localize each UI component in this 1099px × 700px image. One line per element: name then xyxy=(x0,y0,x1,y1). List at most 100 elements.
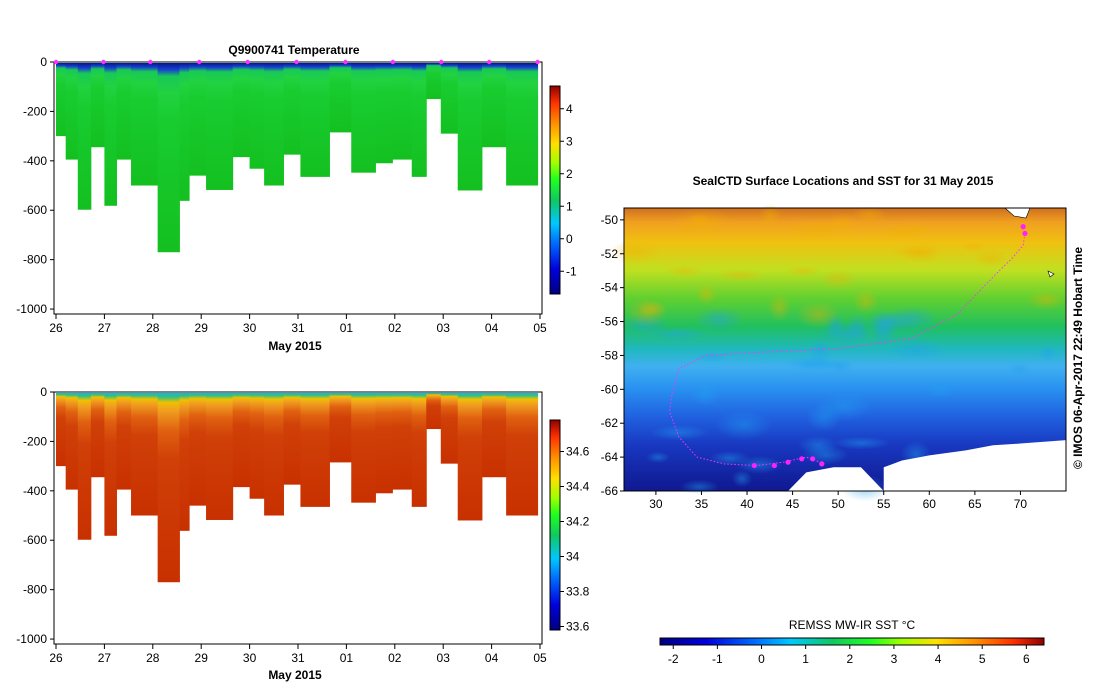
sst-texture-patch xyxy=(686,213,711,224)
x-tick-label: 30 xyxy=(243,651,257,665)
sst-texture-patch xyxy=(959,241,988,252)
colorbar-tick-label: 34.6 xyxy=(566,445,590,459)
sst-texture-patch xyxy=(714,410,773,440)
x-tick-label: 03 xyxy=(437,651,451,665)
longitude-tick-label: 60 xyxy=(923,497,937,511)
y-tick-label: -200 xyxy=(23,434,47,448)
profile-column xyxy=(392,393,413,490)
profile-marker xyxy=(197,59,202,65)
profile-column xyxy=(411,393,427,507)
temperature-panel: Q9900741 Temperature 0 -200 -400 -600 -800 -1… xyxy=(16,43,577,353)
sst-texture-patch xyxy=(851,206,887,224)
profile-column xyxy=(56,393,67,467)
x-tick-label: 01 xyxy=(340,321,354,335)
colorbar-tick-label: 2 xyxy=(566,167,573,181)
profile-column xyxy=(375,63,393,164)
profile-column xyxy=(189,63,207,176)
latitude-tick-label: -60 xyxy=(601,382,619,396)
colorbar-tick-label: 0 xyxy=(566,232,573,246)
x-tick-label: 31 xyxy=(291,321,305,335)
sst-texture-patch xyxy=(787,218,850,240)
x-tick-label: 01 xyxy=(340,651,354,665)
profile-column xyxy=(65,63,79,160)
sst-colorbar-label: REMSS MW-IR SST °C xyxy=(789,618,916,632)
temperature-profile-markers xyxy=(53,59,540,65)
sst-map-panel: SealCTD Surface Locations and SST for 31… xyxy=(601,174,1085,666)
longitude-tick-label: 50 xyxy=(831,497,845,511)
colorbar-tick-label: 33.8 xyxy=(566,585,590,599)
sst-texture-patch xyxy=(819,268,858,290)
seal-location-point xyxy=(1020,224,1026,230)
sst-colorbar-tick-label: 4 xyxy=(935,652,942,666)
sst-map-frame xyxy=(623,207,1067,492)
temperature-colorbar-ticks: 4 3 2 1 0 -1 xyxy=(560,102,577,278)
temperature-title: Q9900741 Temperature xyxy=(228,43,360,57)
temperature-x-label: May 2015 xyxy=(268,339,322,353)
sst-texture-patch xyxy=(695,352,730,363)
sst-colorbar-tick-label: 1 xyxy=(802,652,809,666)
salinity-x-label: May 2015 xyxy=(268,668,322,682)
profile-column xyxy=(351,393,376,503)
seal-location-point xyxy=(785,459,791,465)
seal-location-point xyxy=(771,462,777,469)
sst-texture-patch xyxy=(690,381,721,407)
seal-track xyxy=(669,224,1028,469)
y-tick-label: -400 xyxy=(23,484,47,498)
sst-texture-patch xyxy=(880,226,919,239)
colorbar-tick-label: 3 xyxy=(566,134,573,148)
sst-field xyxy=(609,203,1066,502)
sst-colorbar-tick-label: 2 xyxy=(846,652,853,666)
colorbar-tick-label: 34.4 xyxy=(566,480,590,494)
x-tick-label: 31 xyxy=(291,651,305,665)
x-tick-label: 29 xyxy=(195,651,209,665)
profile-marker xyxy=(439,59,444,65)
x-tick-label: 26 xyxy=(49,651,63,665)
longitude-tick-label: 65 xyxy=(968,497,982,511)
sst-texture-patch xyxy=(784,265,822,277)
seal-location-point xyxy=(819,461,825,467)
profile-column xyxy=(351,63,376,173)
salinity-colorbar xyxy=(549,419,561,631)
profile-marker xyxy=(486,59,492,65)
sea-ice-mask xyxy=(788,440,1066,491)
sst-texture-patch xyxy=(695,283,718,306)
sst-texture-patch xyxy=(816,392,872,422)
profile-column xyxy=(65,393,79,490)
y-tick-label: -1000 xyxy=(16,302,47,316)
profile-column xyxy=(104,393,117,536)
temperature-colorbar xyxy=(549,85,561,295)
profile-column xyxy=(506,63,539,186)
profile-marker xyxy=(294,59,299,65)
profile-column xyxy=(300,393,330,507)
sst-map-title: SealCTD Surface Locations and SST for 31… xyxy=(693,174,994,188)
profile-column xyxy=(104,63,117,206)
sst-map-longitude-axis: 30 35 40 45 50 55 60 65 70 xyxy=(649,491,1027,511)
profile-column xyxy=(189,393,207,506)
x-tick-label: 27 xyxy=(98,321,112,335)
profile-column xyxy=(481,393,507,478)
sst-colorbar-tick-label: 3 xyxy=(891,652,898,666)
profile-column xyxy=(457,63,483,191)
longitude-tick-label: 70 xyxy=(1014,497,1028,511)
temperature-section-data xyxy=(56,63,539,253)
sst-texture-patch xyxy=(1007,362,1032,376)
colorbar-tick-label: 33.6 xyxy=(566,620,590,634)
sst-texture-patch xyxy=(679,479,720,495)
colorbar-tick-label: 4 xyxy=(566,102,573,116)
imos-timestamp-label: © IMOS 06-Apr-2017 22:49 Hobart Time xyxy=(1071,247,1085,469)
sst-texture-patch xyxy=(664,265,705,278)
y-tick-label: -800 xyxy=(23,253,47,267)
x-tick-label: 28 xyxy=(146,321,160,335)
salinity-panel: 0 -200 -400 -600 -800 -1000 26 27 28 29 30 31 01 02 0… xyxy=(16,385,589,682)
y-tick-label: -200 xyxy=(23,104,47,118)
colorbar-tick-label: 34.2 xyxy=(566,515,590,529)
profile-column xyxy=(426,393,442,430)
profile-column xyxy=(206,63,234,190)
profile-column xyxy=(77,63,92,210)
x-tick-label: 02 xyxy=(388,651,402,665)
profile-column xyxy=(179,63,190,201)
profile-column xyxy=(232,63,251,158)
profile-column xyxy=(56,63,67,137)
profile-column xyxy=(440,63,459,134)
latitude-tick-label: -64 xyxy=(601,450,619,464)
